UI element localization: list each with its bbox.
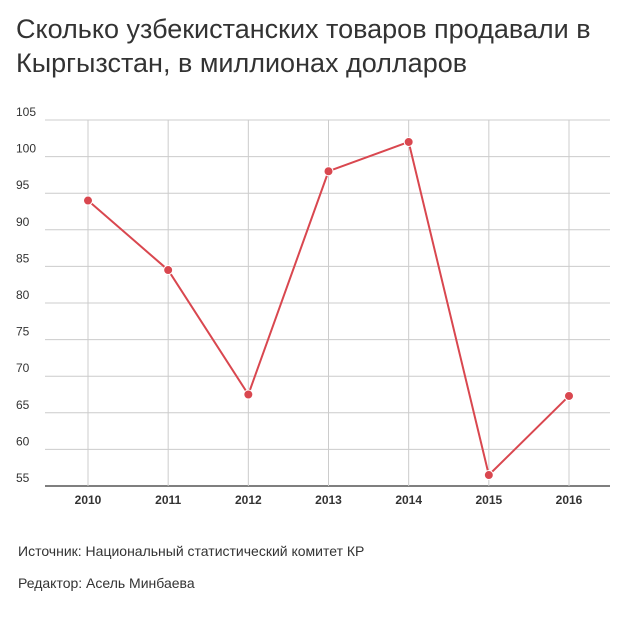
y-tick-label: 75 bbox=[16, 325, 30, 339]
x-tick-label: 2012 bbox=[235, 493, 262, 507]
data-point bbox=[83, 195, 93, 206]
y-tick-label: 105 bbox=[16, 105, 36, 119]
data-point bbox=[483, 470, 494, 481]
x-tick-label: 2015 bbox=[475, 493, 502, 507]
x-tick-label: 2013 bbox=[315, 493, 342, 507]
y-tick-label: 90 bbox=[16, 215, 30, 229]
x-tick-label: 2010 bbox=[75, 493, 102, 507]
data-point bbox=[163, 265, 174, 276]
y-tick-label: 85 bbox=[16, 251, 30, 265]
x-axis-labels: 2010 2011 2012 2013 2014 2015 2016 bbox=[75, 493, 583, 507]
editor-note: Редактор: Асель Минбаева bbox=[18, 575, 195, 591]
x-tick-label: 2016 bbox=[556, 493, 583, 507]
data-point bbox=[323, 166, 334, 177]
y-tick-label: 60 bbox=[16, 434, 30, 448]
data-point bbox=[403, 136, 414, 147]
x-tick-label: 2014 bbox=[395, 493, 422, 507]
y-tick-label: 100 bbox=[16, 142, 36, 156]
data-point bbox=[564, 390, 574, 401]
data-point bbox=[243, 389, 254, 400]
y-tick-label: 95 bbox=[16, 178, 30, 192]
grid-lines bbox=[45, 119, 610, 487]
series-layer bbox=[83, 136, 574, 481]
y-tick-label: 55 bbox=[16, 471, 30, 485]
y-axis-labels: 55 60 65 70 75 80 85 90 95 100 105 bbox=[16, 105, 36, 485]
y-tick-label: 65 bbox=[16, 398, 30, 412]
x-tick-label: 2011 bbox=[155, 493, 181, 507]
y-tick-label: 70 bbox=[16, 361, 30, 375]
chart-title: Сколько узбекистанских товаров продавали… bbox=[16, 14, 591, 78]
y-tick-label: 80 bbox=[16, 288, 30, 302]
source-note: Источник: Национальный статистический ко… bbox=[18, 543, 365, 559]
